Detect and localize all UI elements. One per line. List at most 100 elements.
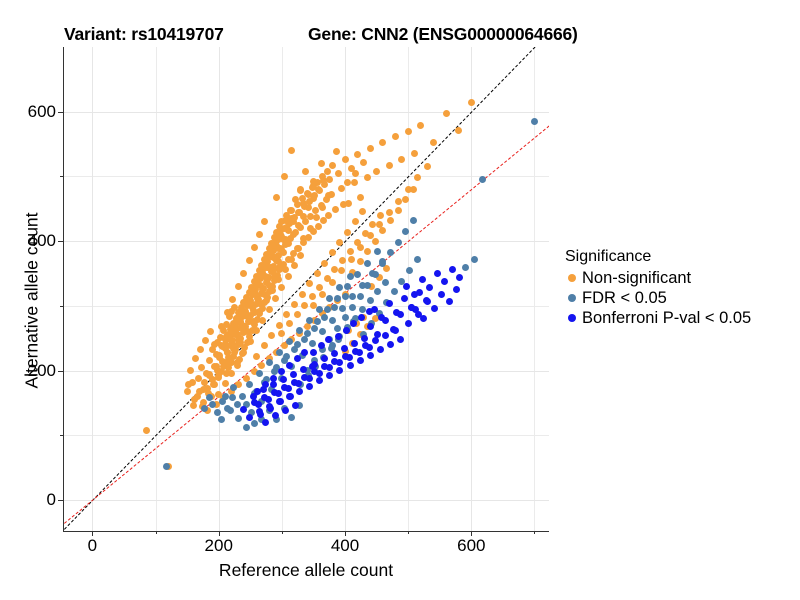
data-point: [163, 463, 171, 471]
data-point: [225, 354, 233, 362]
data-point: [392, 133, 400, 141]
data-point: [344, 200, 352, 208]
data-point: [320, 176, 328, 184]
data-point: [250, 399, 258, 407]
data-point: [249, 317, 257, 325]
data-point: [291, 346, 298, 354]
data-point: [268, 332, 276, 340]
data-point: [264, 263, 272, 271]
data-point: [253, 352, 261, 360]
data-point: [291, 262, 298, 270]
data-point: [293, 200, 301, 208]
data-point: [319, 290, 327, 298]
data-point: [231, 348, 238, 356]
data-point: [283, 352, 291, 360]
data-point: [300, 235, 308, 243]
data-point: [445, 298, 453, 306]
data-point: [344, 179, 352, 187]
legend-item-2[interactable]: Bonferroni P-val < 0.05: [565, 308, 751, 328]
data-point: [253, 315, 261, 323]
data-point: [243, 400, 250, 408]
data-point: [208, 376, 216, 384]
data-point: [221, 392, 229, 400]
data-point: [262, 297, 270, 305]
data-point: [299, 200, 307, 208]
data-point: [301, 302, 309, 310]
data-point: [263, 250, 271, 258]
data-point: [249, 392, 257, 400]
data-point: [287, 392, 295, 400]
data-point: [346, 361, 354, 369]
data-point: [314, 222, 322, 230]
data-point: [335, 359, 343, 367]
data-point: [356, 258, 364, 266]
data-point: [271, 277, 279, 285]
legend-swatch-icon: [565, 314, 578, 322]
data-point: [371, 237, 379, 245]
data-point: [243, 374, 250, 382]
data-point: [356, 292, 364, 300]
data-point: [280, 342, 288, 350]
data-point: [413, 255, 421, 263]
gridline-minor-y: [64, 176, 549, 178]
data-point: [245, 381, 253, 389]
data-point: [227, 323, 235, 331]
data-point: [373, 167, 381, 175]
legend-item-1[interactable]: FDR < 0.05: [565, 288, 751, 308]
data-point: [201, 336, 209, 344]
data-point: [415, 311, 423, 319]
data-point: [269, 254, 277, 262]
data-point: [326, 372, 334, 380]
data-point: [327, 345, 335, 353]
data-point: [366, 232, 374, 240]
data-point: [298, 290, 306, 298]
data-point: [240, 405, 248, 413]
legend-items: Non-significant FDR < 0.05 Bonferroni P-va…: [565, 268, 751, 328]
data-point: [220, 326, 228, 334]
data-point: [308, 339, 316, 347]
data-point: [293, 341, 301, 349]
y-tick: [58, 499, 63, 501]
data-point: [333, 324, 341, 332]
data-point: [318, 346, 326, 354]
data-point: [350, 339, 358, 347]
data-point: [470, 255, 478, 263]
y-tick: [58, 370, 63, 372]
data-point: [307, 213, 315, 221]
data-point: [261, 381, 269, 389]
data-point: [255, 370, 263, 378]
x-minor-tick: [155, 531, 157, 534]
x-tick-label: 0: [87, 536, 98, 555]
data-point: [351, 347, 359, 355]
data-point: [405, 266, 413, 274]
data-point: [259, 272, 267, 280]
data-point: [296, 387, 304, 395]
data-point: [389, 325, 397, 333]
data-point: [316, 284, 324, 292]
data-point: [230, 383, 238, 391]
data-point: [295, 379, 303, 387]
data-point: [304, 203, 312, 211]
data-point: [356, 348, 364, 356]
data-point: [235, 282, 243, 290]
x-axis-title: Reference allele count: [218, 560, 394, 580]
gridline-minor-x: [534, 47, 536, 531]
data-point: [218, 323, 226, 331]
data-point: [292, 196, 300, 204]
data-point: [289, 218, 297, 226]
data-point: [287, 255, 295, 263]
data-point: [344, 228, 352, 236]
data-point: [270, 272, 278, 280]
plot-panel: [64, 47, 549, 531]
data-point: [330, 350, 338, 358]
data-point: [423, 162, 431, 170]
data-point: [283, 211, 291, 219]
data-point: [321, 313, 329, 321]
data-point: [325, 192, 333, 200]
data-point: [341, 352, 349, 360]
data-point: [279, 236, 287, 244]
data-point: [197, 363, 205, 371]
data-point: [317, 342, 325, 350]
gridline-major-x: [92, 47, 94, 531]
legend-item-0[interactable]: Non-significant: [565, 268, 751, 288]
